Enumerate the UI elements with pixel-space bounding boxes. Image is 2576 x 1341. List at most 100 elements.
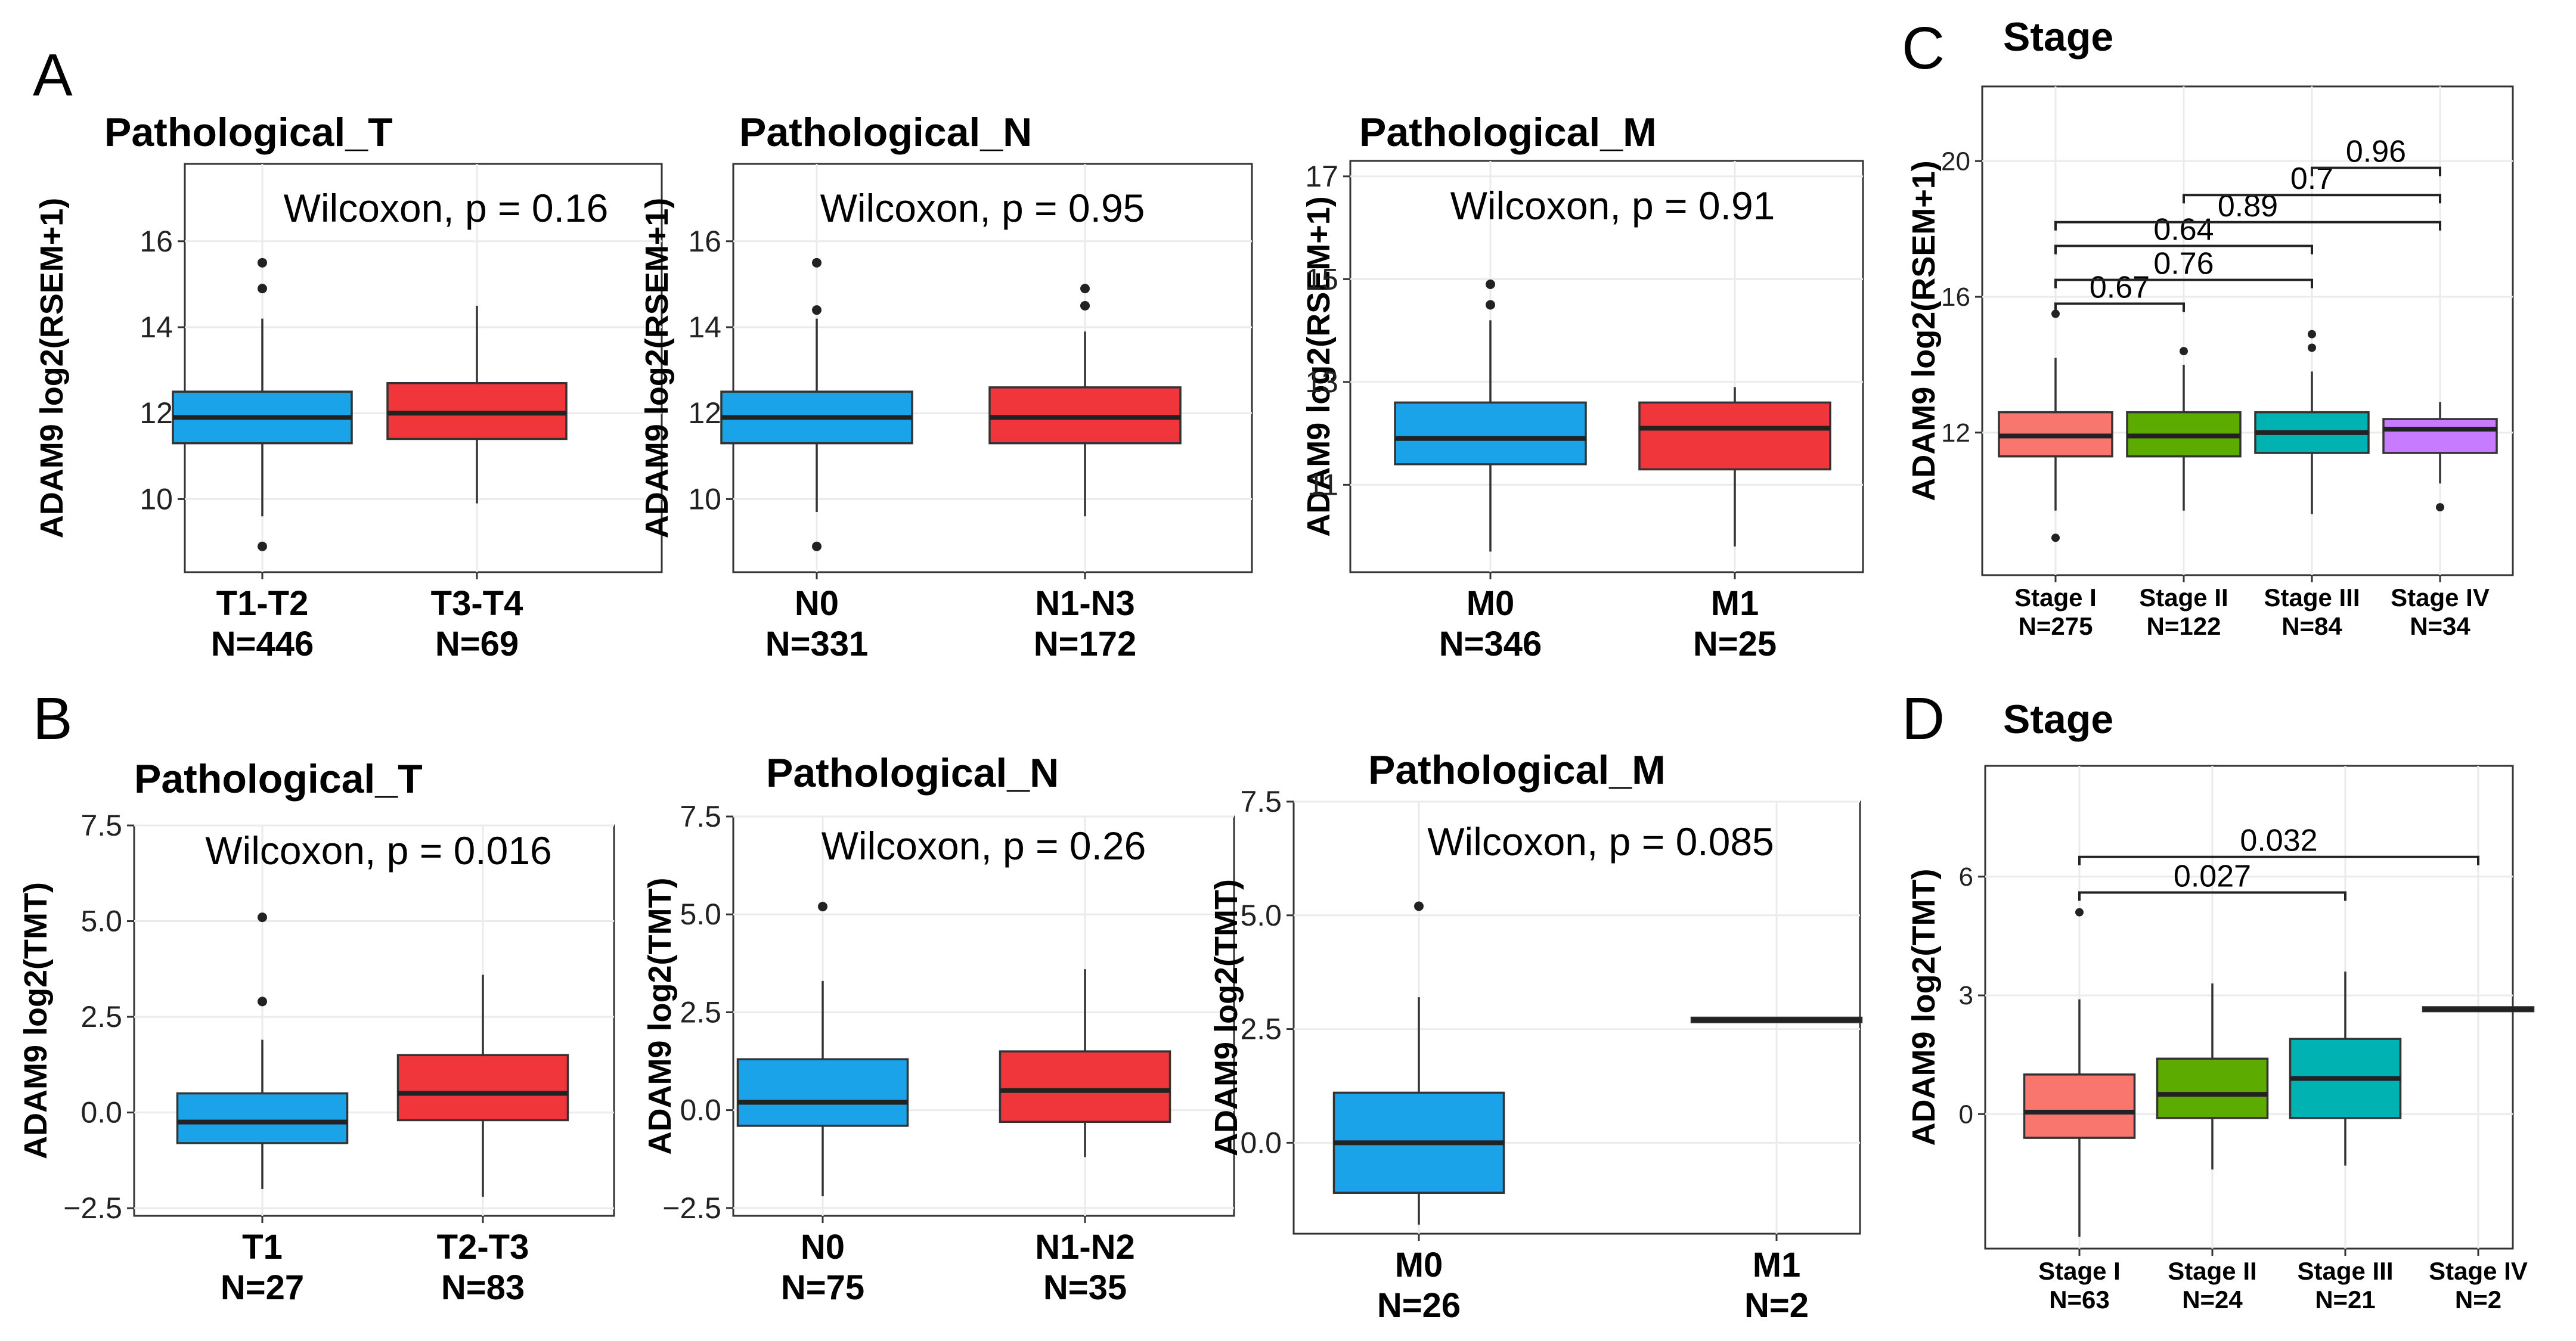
p2-plot-frame: [1349, 160, 1864, 573]
p3-x-group-count: N=83: [441, 1268, 525, 1307]
p5-outlier-point: [1414, 901, 1424, 911]
p5-y-tick-label: 0.0: [1240, 1126, 1282, 1159]
p5-y-tick-label: 7.5: [1240, 785, 1282, 818]
p1-x-group-count: N=331: [765, 625, 869, 663]
p2-test-annotation: Wilcoxon, p = 0.91: [1450, 184, 1775, 228]
p6-comparison-pvalue: 0.96: [2346, 135, 2406, 169]
p7-x-tick-label: Stage IV: [2429, 1257, 2528, 1285]
p1-outlier-point: [812, 541, 822, 551]
p0-y-tick-label: 14: [140, 311, 173, 344]
p6-comparison-pvalue: 0.67: [2090, 270, 2150, 305]
p1-y-tick-label: 14: [688, 311, 721, 344]
p3-y-tick-label: 0.0: [80, 1096, 122, 1129]
p2-outlier-point: [1486, 280, 1495, 289]
panel-letter-a: A: [33, 42, 73, 108]
p0-title: Pathological_T: [104, 110, 393, 155]
p4-title: Pathological_N: [766, 750, 1059, 796]
p7-x-tick-label: Stage III: [2297, 1257, 2393, 1285]
p2-box: [1638, 401, 1831, 471]
p1-x-tick-label: N1-N3: [1035, 584, 1135, 623]
p3-box: [396, 1054, 569, 1122]
p1-x-group-count: N=172: [1034, 625, 1137, 663]
p6-x-tick-label: Stage I: [2014, 583, 2097, 611]
p6-y-tick-label: 12: [1941, 418, 1970, 448]
p0-outlier-point: [258, 257, 267, 268]
p5-y-axis-label: ADAM9 log2(TMT): [1208, 879, 1244, 1156]
p2-title: Pathological_M: [1359, 110, 1657, 155]
p4-outlier-point: [818, 902, 827, 912]
p3-test-annotation: Wilcoxon, p = 0.016: [205, 828, 552, 873]
p0-x-group-count: N=69: [435, 625, 519, 663]
p3-title: Pathological_T: [134, 756, 423, 802]
p7-y-axis-label: ADAM9 log2(TMT): [1906, 869, 1942, 1146]
p3-x-group-count: N=27: [221, 1268, 304, 1307]
panel-letter-b: B: [33, 685, 73, 752]
p4-y-tick-label: 5.0: [680, 898, 721, 931]
p2-x-tick-label: M0: [1467, 584, 1515, 623]
p1-outlier-point: [1080, 300, 1090, 311]
p4-x-group-count: N=35: [1043, 1268, 1127, 1307]
p1-y-axis-label: ADAM9 log2(RSEM+1): [639, 198, 675, 539]
p2-y-tick-label: 17: [1305, 160, 1338, 193]
p3-y-axis-label: ADAM9 log2(TMT): [18, 882, 54, 1159]
p6-comparison-bracket: [2054, 278, 2313, 288]
p7-x-group-count: N=2: [2455, 1286, 2501, 1314]
p0-x-group-count: N=446: [211, 625, 314, 663]
p6-x-group-count: N=84: [2281, 612, 2342, 640]
p4-x-tick-label: N0: [801, 1228, 845, 1266]
p7-x-group-count: N=63: [2049, 1286, 2110, 1314]
p5-test-annotation: Wilcoxon, p = 0.085: [1427, 820, 1774, 864]
p4-y-tick-label: 7.5: [680, 800, 721, 833]
p6-comparison-bracket: [2054, 302, 2185, 312]
p6-outlier-point: [2051, 309, 2060, 318]
p1-outlier-point: [1080, 284, 1090, 294]
p1-y-tick-label: 16: [688, 225, 721, 258]
p0-y-tick-label: 10: [140, 482, 173, 516]
p6-y-axis-label: ADAM9 log2(RSEM+1): [1906, 160, 1942, 501]
p6-outlier-point: [2051, 533, 2060, 542]
p2-x-group-count: N=346: [1439, 625, 1542, 663]
p3-x-tick-label: T2-T3: [437, 1228, 529, 1266]
p0-y-tick-label: 12: [140, 396, 173, 430]
p7-box: [2023, 1073, 2136, 1139]
panel-letter-c: C: [1902, 15, 1945, 82]
p5-x-tick-label: M1: [1753, 1246, 1801, 1284]
p5-y-tick-label: 5.0: [1240, 899, 1282, 932]
p4-y-tick-label: 2.5: [680, 995, 721, 1029]
p3-outlier-point: [258, 997, 267, 1007]
panel-letter-d: D: [1902, 685, 1945, 752]
p0-outlier-point: [258, 284, 267, 294]
p6-comparison-bracket: [2311, 166, 2441, 176]
p5-x-group-count: N=26: [1377, 1286, 1461, 1325]
p7-comparison-pvalue: 0.032: [2240, 824, 2317, 858]
p7-box: [2156, 1057, 2269, 1119]
p6-box: [2382, 418, 2498, 454]
p6-comparison-bracket: [2183, 194, 2441, 204]
p6-comparison-bracket: [2054, 244, 2313, 254]
p6-title: Stage: [2003, 14, 2113, 60]
p5-x-tick-label: M0: [1395, 1246, 1443, 1284]
p6-x-group-count: N=275: [2019, 612, 2093, 640]
p7-y-tick-label: 0: [1959, 1100, 1973, 1129]
p4-plot-frame: [732, 815, 1235, 1217]
p5-title: Pathological_M: [1368, 747, 1666, 793]
p1-x-tick-label: N0: [795, 584, 839, 623]
p4-test-annotation: Wilcoxon, p = 0.26: [822, 824, 1146, 868]
p4-y-tick-label: 0.0: [680, 1094, 721, 1127]
p3-box: [176, 1092, 349, 1144]
p6-outlier-point: [2436, 503, 2444, 512]
p4-x-group-count: N=75: [781, 1268, 864, 1307]
p1-plot-frame: [732, 163, 1253, 573]
p7-y-tick-label: 3: [1959, 981, 1973, 1010]
p7-x-group-count: N=24: [2182, 1286, 2243, 1314]
p7-title: Stage: [2003, 697, 2113, 742]
p6-comparison-pvalue: 0.76: [2153, 247, 2214, 281]
p7-comparison-pvalue: 0.027: [2174, 859, 2251, 893]
p4-box: [999, 1050, 1171, 1123]
p6-y-tick-label: 20: [1941, 147, 1970, 176]
p0-x-tick-label: T3-T4: [431, 584, 523, 623]
p4-y-tick-label: −2.5: [662, 1191, 721, 1225]
p6-outlier-point: [2180, 347, 2188, 356]
p0-test-annotation: Wilcoxon, p = 0.16: [284, 186, 609, 230]
